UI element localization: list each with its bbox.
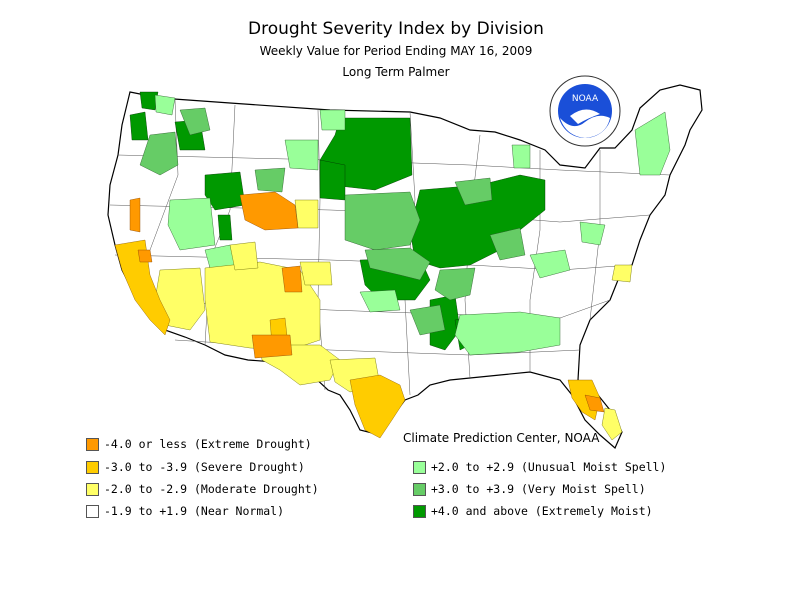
legend-label: -1.9 to +1.9 (Near Normal)	[104, 504, 285, 518]
swatch-moderate-drought	[86, 482, 99, 496]
swatch-extreme-drought	[86, 437, 99, 451]
severe-drought-regions	[114, 239, 601, 439]
swatch-near-normal	[86, 504, 99, 518]
logo-text: NOAA	[572, 94, 599, 104]
legend-label: +2.0 to +2.9 (Unusual Moist Spell)	[431, 460, 667, 474]
legend-extremely-moist: +4.0 and above (Extremely Moist)	[413, 504, 653, 518]
legend-label: +4.0 and above (Extremely Moist)	[431, 504, 653, 518]
swatch-extremely-moist	[413, 504, 426, 518]
legend-label: +3.0 to +3.9 (Very Moist Spell)	[431, 482, 646, 496]
noaa-logo: NOAA	[549, 75, 621, 147]
legend-severe-drought: -3.0 to -3.9 (Severe Drought)	[86, 460, 305, 474]
legend-near-normal: -1.9 to +1.9 (Near Normal)	[86, 504, 284, 518]
credit-text: Climate Prediction Center, NOAA	[403, 431, 600, 445]
legend-very-moist: +3.0 to +3.9 (Very Moist Spell)	[413, 482, 646, 496]
swatch-very-moist	[413, 482, 426, 496]
unusual-moist-regions	[154, 94, 671, 356]
map-title: Drought Severity Index by Division	[248, 19, 544, 39]
swatch-unusual-moist	[413, 460, 426, 474]
extreme-drought-regions	[129, 191, 605, 413]
legend-moderate-drought: -2.0 to -2.9 (Moderate Drought)	[86, 482, 319, 496]
legend-unusual-moist: +2.0 to +2.9 (Unusual Moist Spell)	[413, 460, 666, 474]
legend-label: -2.0 to -2.9 (Moderate Drought)	[104, 482, 319, 496]
very-moist-regions	[139, 107, 526, 336]
legend-extreme-drought: -4.0 or less (Extreme Drought)	[86, 437, 312, 451]
legend-label: -3.0 to -3.9 (Severe Drought)	[104, 460, 305, 474]
map-subtitle: Weekly Value for Period Ending MAY 16, 2…	[259, 44, 533, 58]
swatch-severe-drought	[86, 460, 99, 474]
index-name: Long Term Palmer	[342, 65, 450, 79]
legend-label: -4.0 or less (Extreme Drought)	[104, 437, 312, 451]
